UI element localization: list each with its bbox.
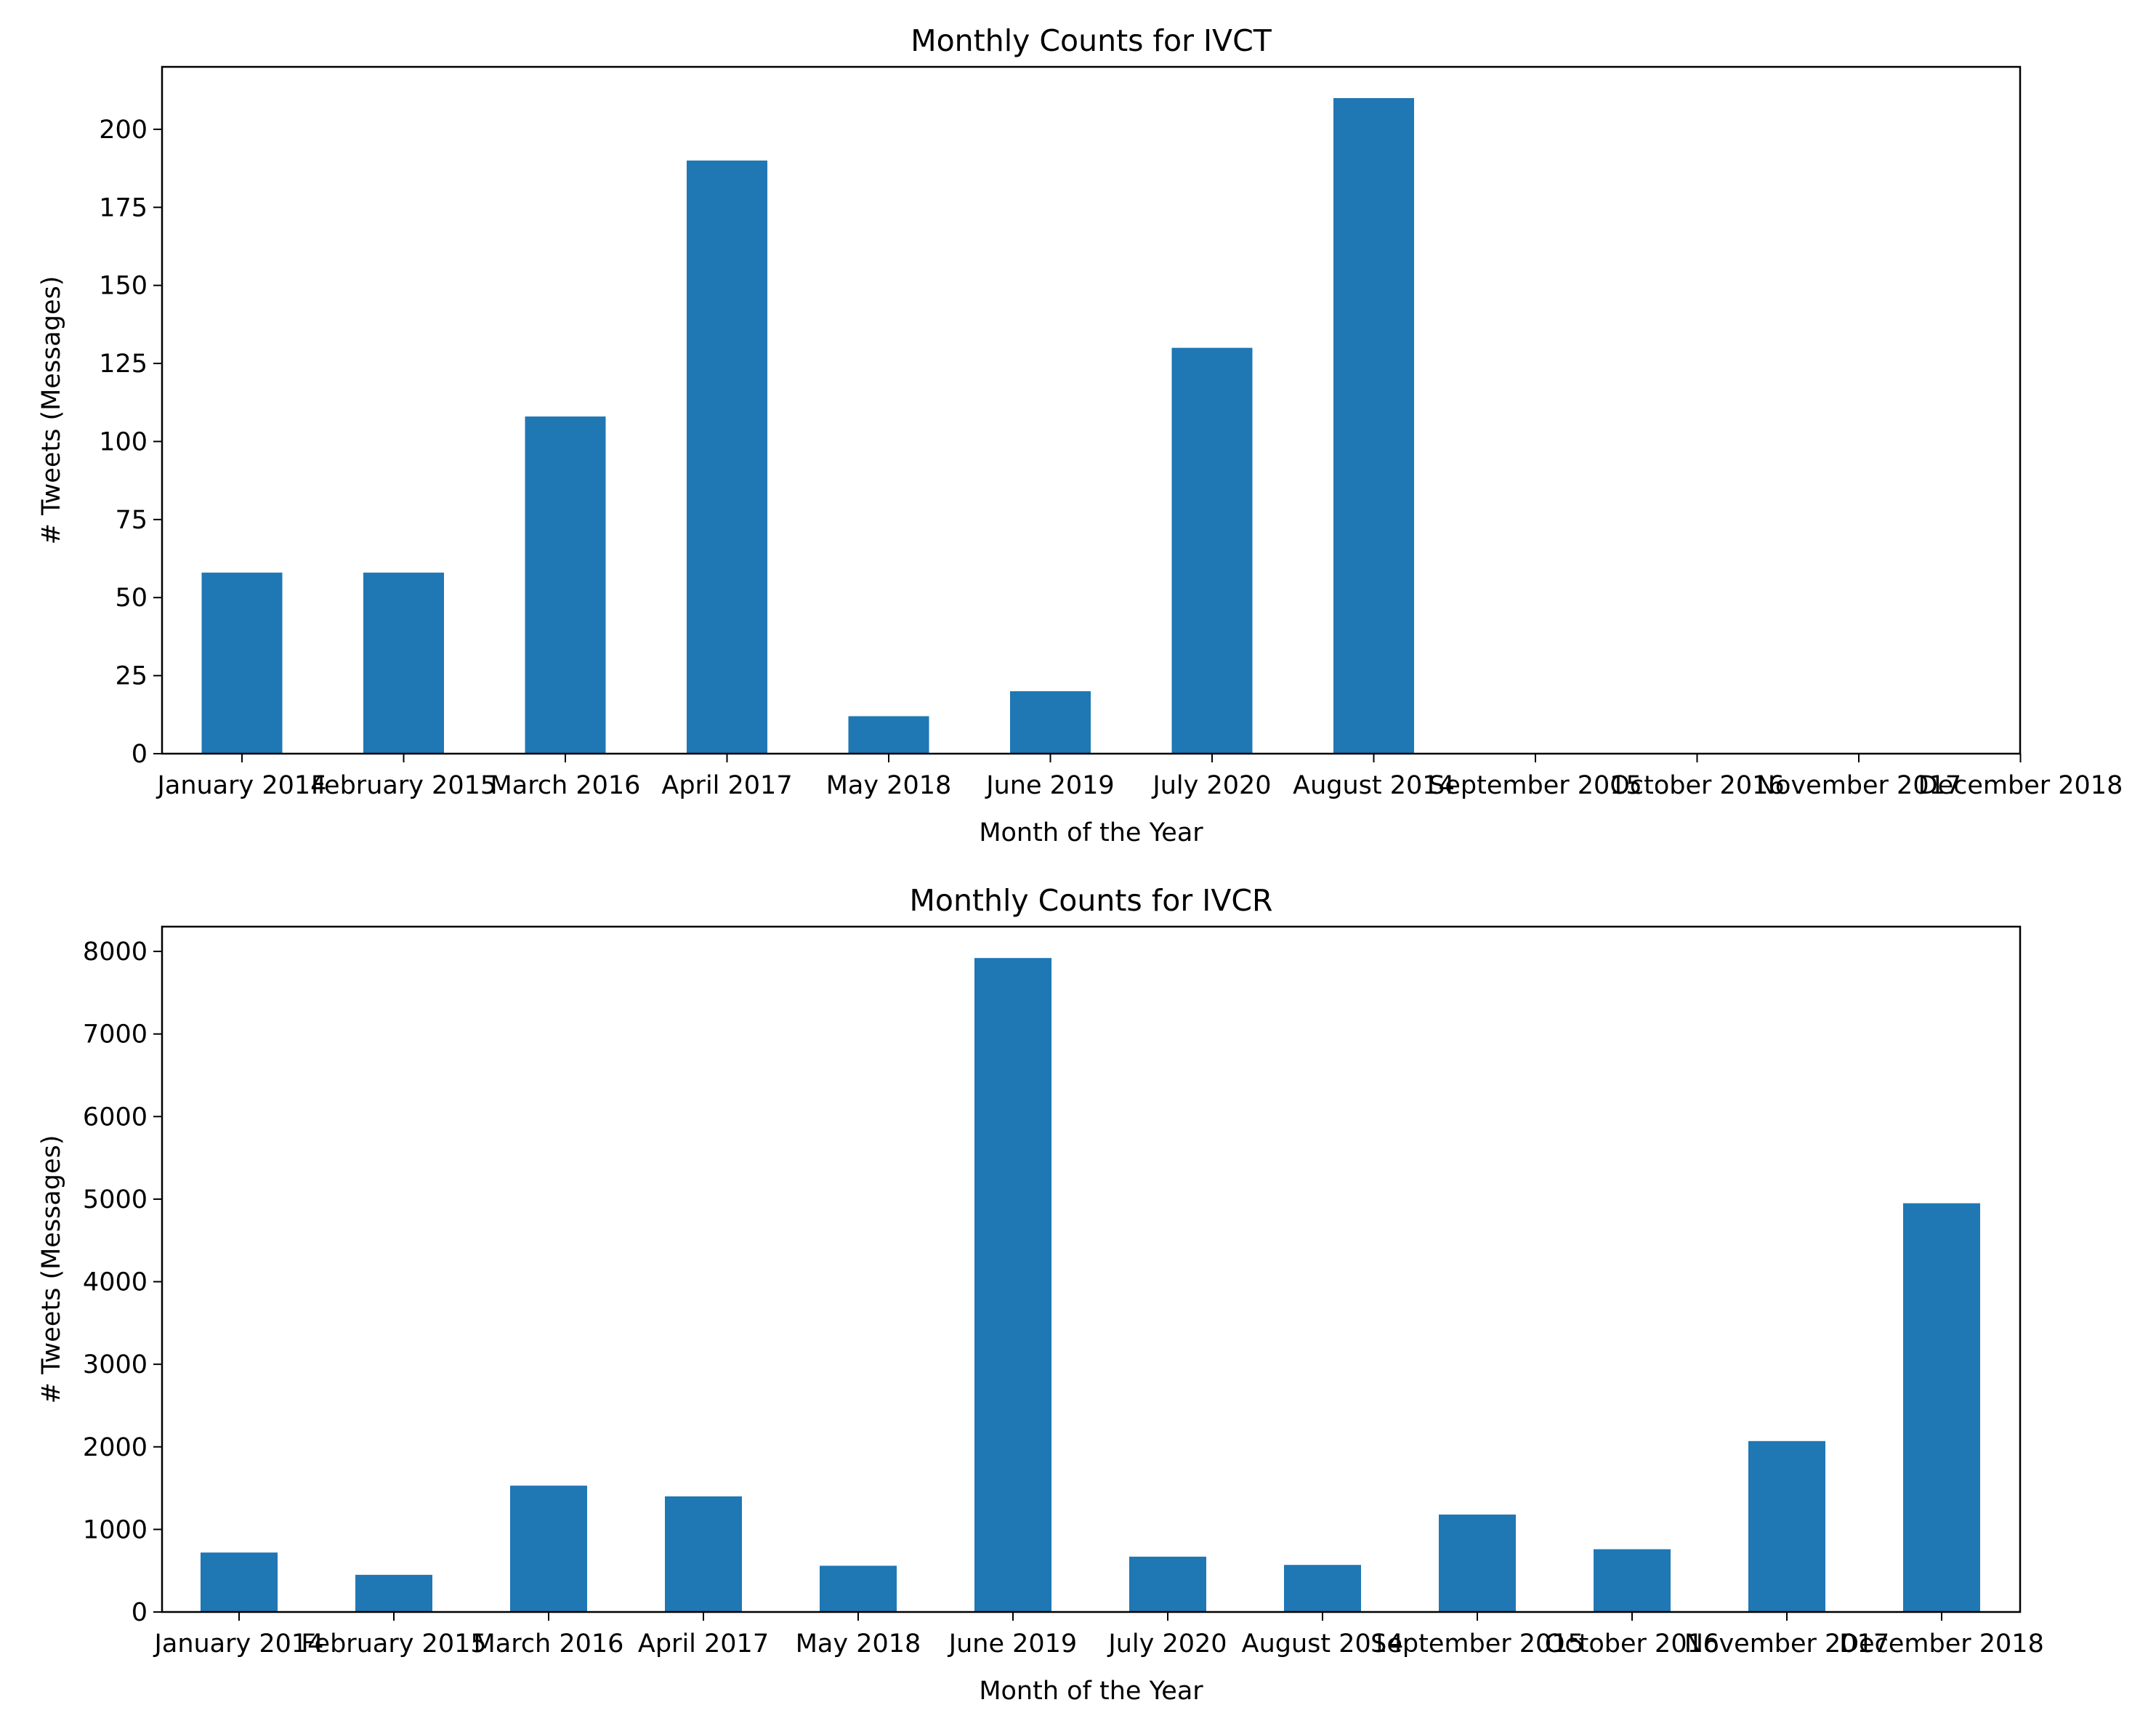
x-tick-label: July 2020 — [1151, 771, 1271, 800]
x-tick-label: May 2018 — [826, 771, 952, 800]
x-tick-label: May 2018 — [796, 1629, 921, 1658]
x-tick-label: April 2017 — [638, 1629, 769, 1658]
x-tick-label: December 2018 — [1839, 1629, 2044, 1658]
bar-8 — [1333, 97, 1414, 754]
y-tick-label: 8000 — [83, 938, 148, 967]
y-tick-label: 0 — [132, 740, 148, 769]
x-tick-label: August 2014 — [1293, 771, 1455, 800]
bar-7 — [1171, 347, 1253, 754]
bar-12 — [1903, 1203, 1980, 1612]
y-tick-label: 125 — [99, 350, 148, 379]
bar-7 — [1129, 1556, 1206, 1612]
bar-4 — [665, 1496, 742, 1612]
y-tick-label: 5000 — [83, 1185, 148, 1214]
y-axis: 0 25 50 75 100 125 150 175 200 — [99, 116, 162, 769]
y-tick-label: 3000 — [83, 1350, 148, 1379]
x-tick-label: October 2016 — [1610, 771, 1784, 800]
bar-3 — [510, 1486, 587, 1612]
plot-frame — [161, 65, 2022, 755]
y-tick-label: 175 — [99, 193, 148, 222]
x-tick-label: March 2016 — [490, 771, 641, 800]
y-tick-label: 4000 — [83, 1268, 148, 1297]
x-axis-label: Month of the Year — [979, 1677, 1203, 1706]
bar-9 — [1439, 1514, 1516, 1612]
x-tick-label: August 2014 — [1242, 1629, 1404, 1658]
x-tick-label: October 2016 — [1545, 1629, 1719, 1658]
y-tick-label: 150 — [99, 272, 148, 301]
bar-11 — [1748, 1440, 1825, 1612]
x-tick-label: July 2020 — [1107, 1629, 1227, 1658]
bar-1 — [201, 572, 283, 754]
x-tick-label: February 2015 — [301, 1629, 486, 1658]
y-tick-label: 0 — [132, 1598, 148, 1627]
plot-frame — [161, 925, 2022, 1613]
x-tick-label: March 2016 — [474, 1629, 624, 1658]
bar-5 — [848, 716, 929, 754]
y-tick-label: 7000 — [83, 1020, 148, 1049]
bar-4 — [687, 160, 767, 754]
chart-ivcr: Monthly Counts for IVCR # Tweets (Messag… — [37, 883, 2044, 1706]
y-tick-label: 100 — [99, 427, 148, 456]
bar-10 — [1594, 1549, 1671, 1612]
y-tick-label: 50 — [115, 584, 148, 613]
x-tick-label: November 2017 — [1756, 771, 1961, 800]
bar-6 — [1010, 691, 1091, 754]
bar-1 — [201, 1552, 278, 1612]
y-axis-label: # Tweets (Messages) — [37, 1135, 66, 1404]
y-tick-label: 75 — [115, 506, 148, 535]
x-tick-label: November 2017 — [1684, 1629, 1889, 1658]
x-axis-label: Month of the Year — [979, 818, 1203, 847]
bar-2 — [355, 1574, 432, 1612]
x-tick-label: September 2015 — [1370, 1629, 1584, 1658]
y-tick-label: 2000 — [83, 1433, 148, 1462]
bar-8 — [1284, 1565, 1361, 1612]
y-tick-label: 1000 — [83, 1515, 148, 1544]
y-tick-label: 25 — [115, 662, 148, 691]
x-tick-label: June 2019 — [948, 1629, 1077, 1658]
x-tick-label: June 2019 — [985, 771, 1114, 800]
x-tick-label: April 2017 — [661, 771, 792, 800]
y-tick-label: 6000 — [83, 1103, 148, 1132]
chart-ivct: Monthly Counts for IVCT # Tweets (Messag… — [37, 23, 2123, 847]
y-axis-label: # Tweets (Messages) — [37, 276, 66, 545]
chart-title: Monthly Counts for IVCR — [909, 883, 1272, 918]
chart-title: Monthly Counts for IVCT — [911, 23, 1272, 58]
x-tick-label: January 2014 — [153, 1629, 324, 1658]
x-tick-label: January 2014 — [156, 771, 327, 800]
bar-5 — [820, 1565, 897, 1612]
bars — [201, 958, 1980, 1612]
bar-6 — [974, 958, 1051, 1612]
x-tick-label: September 2015 — [1429, 771, 1642, 800]
y-tick-label: 200 — [99, 116, 148, 145]
bar-2 — [363, 572, 444, 754]
x-tick-label: February 2015 — [311, 771, 496, 800]
bar-3 — [525, 416, 606, 754]
x-tick-label: December 2018 — [1918, 771, 2123, 800]
y-axis: 0 1000 2000 3000 4000 5000 6000 7000 8000 — [83, 938, 162, 1627]
bars — [201, 97, 1414, 754]
